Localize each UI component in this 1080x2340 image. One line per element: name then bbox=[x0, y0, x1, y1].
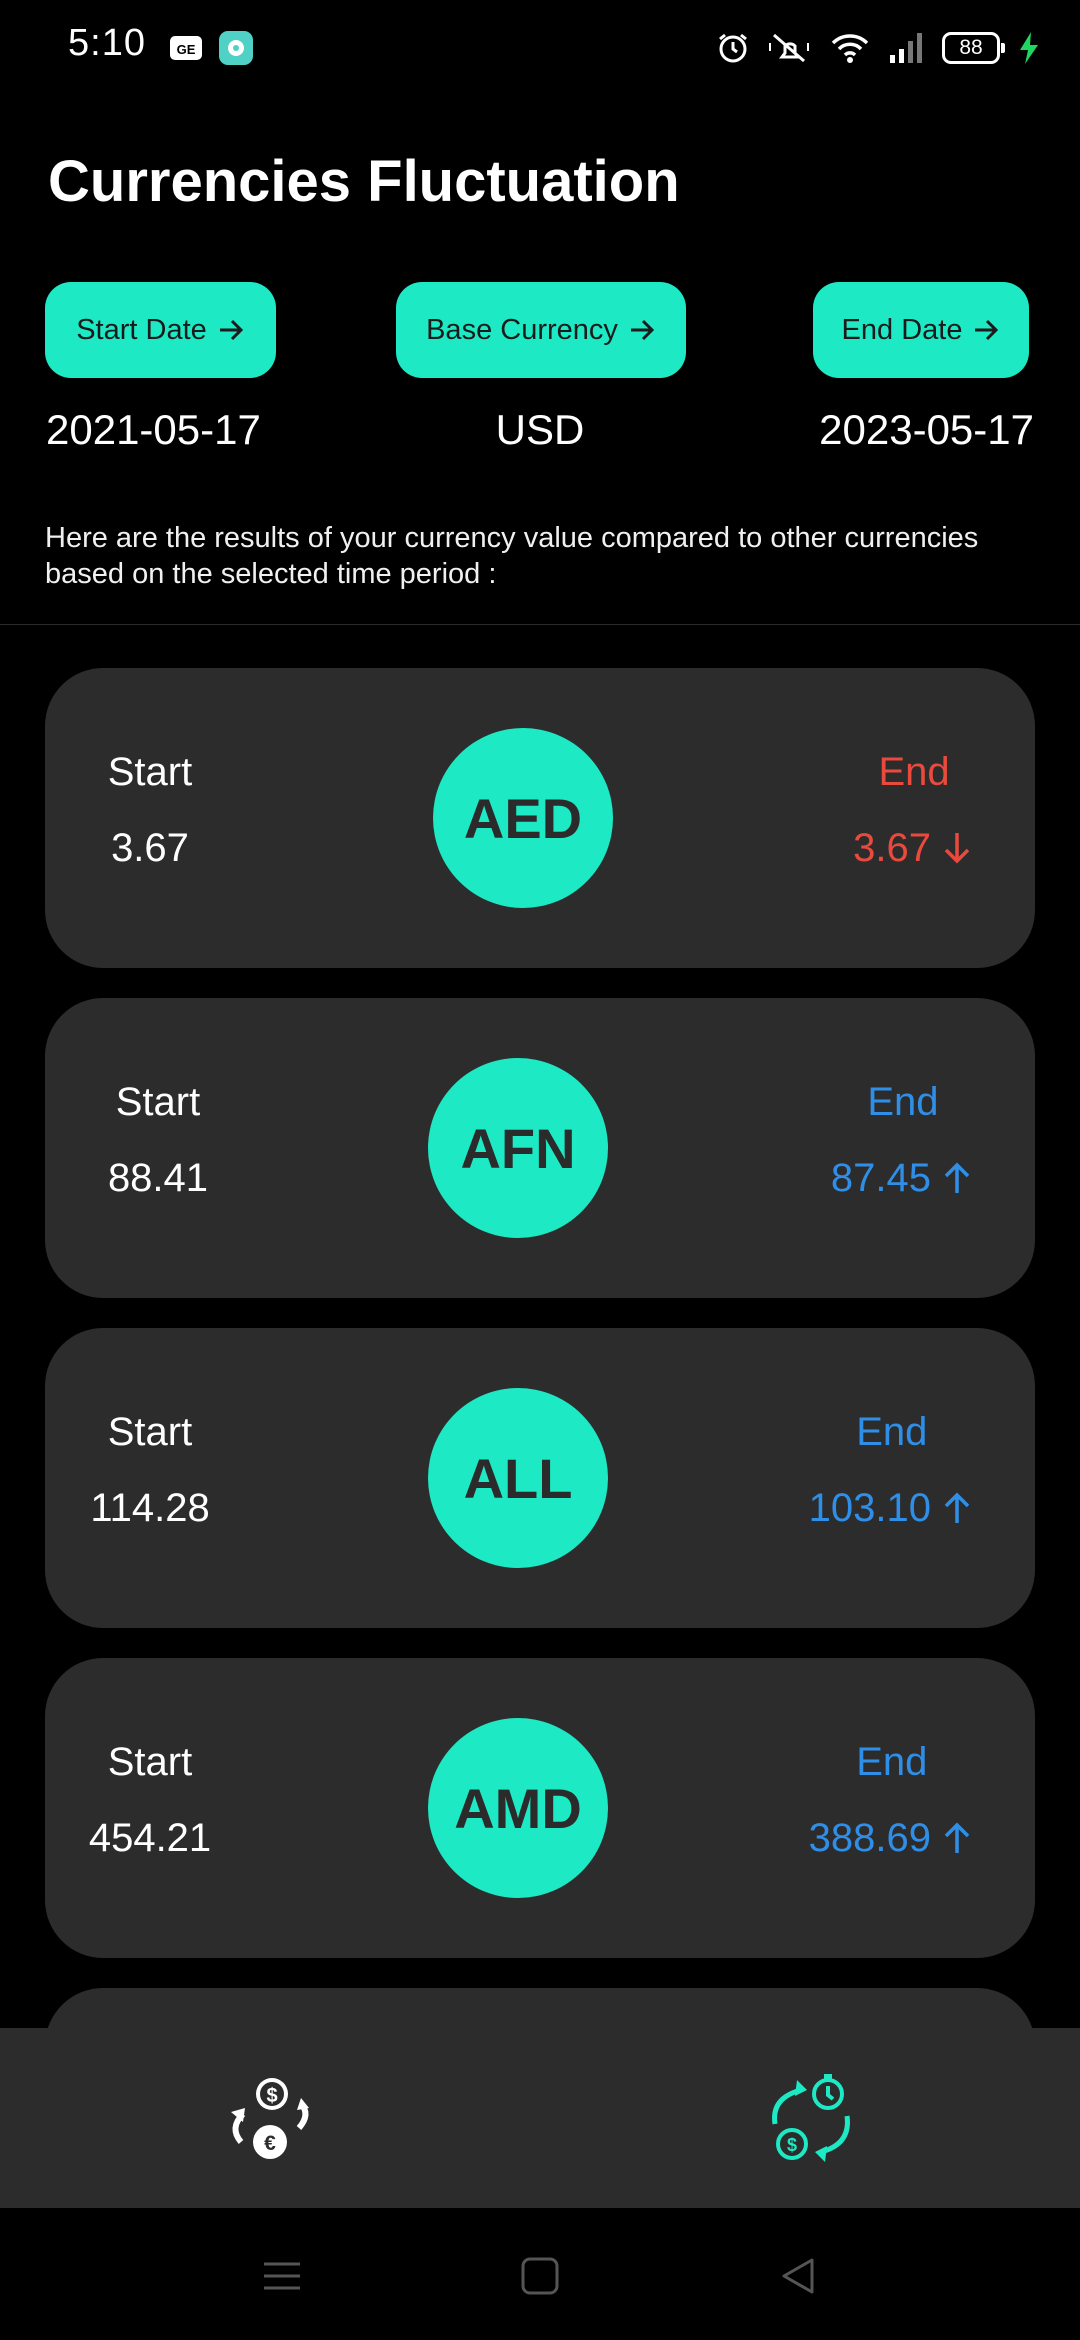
arrow-right-icon bbox=[975, 319, 999, 341]
end-column: End 103.10 bbox=[809, 1408, 975, 1532]
wifi-icon bbox=[831, 34, 869, 63]
divider bbox=[0, 624, 1080, 625]
arrow-down-icon bbox=[944, 833, 970, 864]
base-currency-button-label: Base Currency bbox=[426, 313, 618, 346]
start-date-button-label: Start Date bbox=[76, 313, 207, 346]
signal-icon bbox=[890, 33, 922, 63]
app-icon bbox=[219, 31, 253, 65]
currency-code-badge: ALL bbox=[428, 1388, 608, 1568]
status-icons: 88 bbox=[716, 26, 1040, 70]
arrow-up-icon bbox=[944, 1492, 970, 1523]
start-column: Start 88.41 bbox=[93, 1078, 223, 1202]
end-column: End 388.69 bbox=[809, 1738, 975, 1862]
currency-card-amd[interactable]: Start 454.21 AMD End 388.69 bbox=[45, 1658, 1035, 1958]
start-date-button[interactable]: Start Date bbox=[45, 282, 276, 378]
end-amount: 388.69 bbox=[808, 1816, 931, 1860]
start-label: Start bbox=[115, 1080, 201, 1124]
currency-list[interactable]: Start 3.67 AED End 3.67 Start 88.41 AFN bbox=[45, 668, 1035, 2028]
status-bar: 5:10 GE bbox=[0, 0, 1080, 96]
currency-card-all[interactable]: Start 114.28 ALL End 103.10 bbox=[45, 1328, 1035, 1628]
currency-code-badge: AMD bbox=[428, 1718, 608, 1898]
results-description: Here are the results of your currency va… bbox=[45, 522, 979, 590]
start-amount: 454.21 bbox=[88, 1816, 212, 1860]
end-date-value: 2023-05-17 bbox=[819, 406, 1034, 453]
page-title: Currencies Fluctuation bbox=[48, 149, 680, 214]
status-time: 5:10 bbox=[68, 22, 146, 64]
start-label: Start bbox=[107, 750, 193, 794]
currency-card-afn[interactable]: Start 88.41 AFN End 87.45 bbox=[45, 998, 1035, 1298]
charging-icon bbox=[1020, 32, 1038, 64]
start-column: Start 114.28 bbox=[85, 1408, 215, 1532]
base-currency-value: USD bbox=[495, 406, 585, 453]
end-amount: 87.45 bbox=[830, 1156, 931, 1200]
base-currency-button[interactable]: Base Currency bbox=[396, 282, 686, 378]
arrow-up-icon bbox=[944, 1162, 970, 1193]
end-column: End 3.67 bbox=[853, 748, 975, 872]
svg-text:$: $ bbox=[787, 2135, 797, 2155]
end-label: End bbox=[856, 1740, 928, 1784]
currency-code-badge: AFN bbox=[428, 1058, 608, 1238]
arrow-up-icon bbox=[944, 1822, 970, 1853]
menu-icon[interactable] bbox=[262, 2256, 302, 2296]
system-nav-bar bbox=[0, 2208, 1080, 2340]
arrow-right-icon bbox=[219, 319, 243, 341]
start-amount: 88.41 bbox=[107, 1156, 209, 1200]
end-amount: 103.10 bbox=[808, 1486, 931, 1530]
start-column: Start 454.21 bbox=[85, 1738, 215, 1862]
svg-text:$: $ bbox=[266, 2085, 277, 2107]
end-label: End bbox=[878, 750, 950, 794]
currency-card-aed[interactable]: Start 3.67 AED End 3.67 bbox=[45, 668, 1035, 968]
mute-icon bbox=[769, 33, 809, 63]
start-amount: 114.28 bbox=[90, 1486, 210, 1530]
start-column: Start 3.67 bbox=[85, 748, 215, 872]
bottom-nav: $ € $ bbox=[0, 2028, 1080, 2208]
start-label: Start bbox=[107, 1740, 193, 1784]
end-column: End 87.45 bbox=[831, 1078, 975, 1202]
currency-fluctuation-icon[interactable]: $ bbox=[755, 2064, 865, 2174]
svg-text:GE: GE bbox=[177, 42, 196, 57]
arrow-right-icon bbox=[630, 319, 655, 341]
svg-text:€: € bbox=[264, 2132, 276, 2155]
end-date-button[interactable]: End Date bbox=[813, 282, 1029, 378]
alarm-icon bbox=[719, 33, 747, 63]
end-amount: 3.67 bbox=[853, 826, 931, 870]
back-icon[interactable] bbox=[778, 2256, 818, 2296]
start-date-value: 2021-05-17 bbox=[46, 406, 261, 453]
start-amount: 3.67 bbox=[111, 826, 189, 870]
gallery-icon: GE bbox=[170, 36, 202, 60]
end-label: End bbox=[856, 1410, 928, 1454]
home-icon[interactable] bbox=[520, 2256, 560, 2296]
end-date-button-label: End Date bbox=[841, 313, 963, 346]
currency-exchange-icon[interactable]: $ € bbox=[215, 2064, 325, 2174]
battery-icon: 88 bbox=[942, 32, 1005, 64]
end-label: End bbox=[867, 1080, 939, 1124]
currency-code-badge: AED bbox=[433, 728, 613, 908]
currency-card-partial[interactable] bbox=[45, 1988, 1035, 2028]
start-label: Start bbox=[107, 1410, 193, 1454]
